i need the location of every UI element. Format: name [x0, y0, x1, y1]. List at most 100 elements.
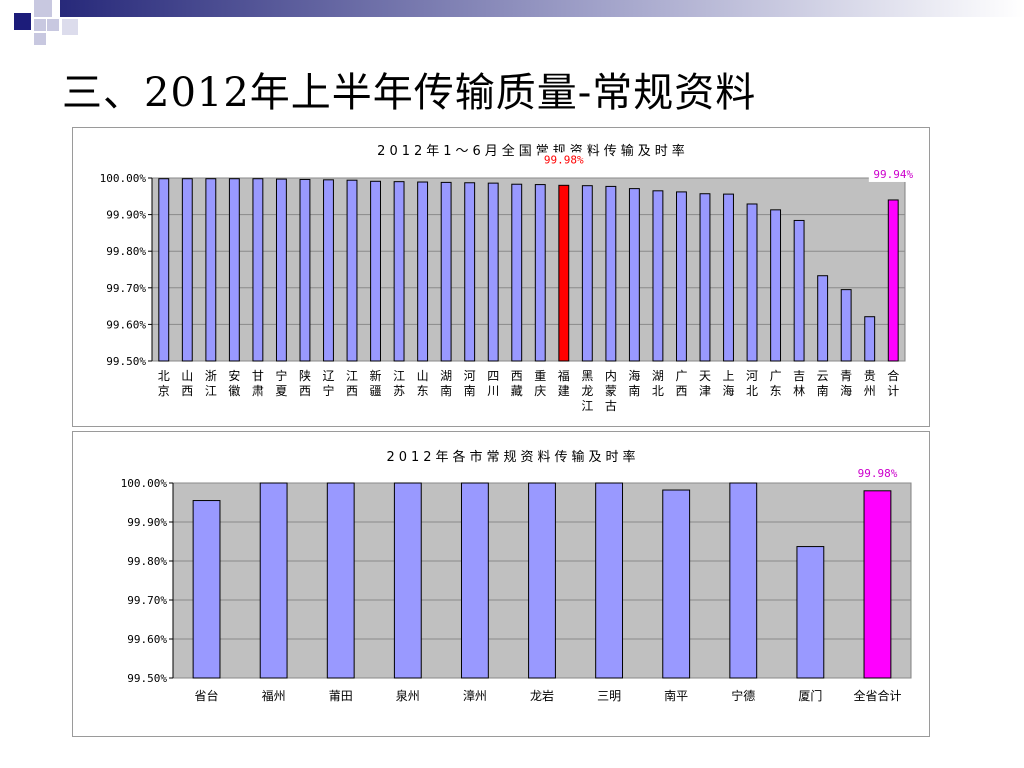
bar-浙江	[205, 178, 217, 362]
bar-宁夏	[275, 178, 287, 362]
chart-title: 2012年各市常规资料传输及时率	[386, 449, 639, 465]
bar-广西	[676, 191, 687, 362]
x-tick-label: 三明	[597, 689, 621, 703]
bar-湖南	[440, 181, 452, 362]
y-tick-label: 99.70%	[106, 282, 146, 295]
y-tick-label: 99.90%	[106, 209, 146, 222]
x-tick-label: 漳州	[463, 688, 487, 703]
bar-福州	[259, 482, 288, 679]
bar-海南	[628, 188, 640, 362]
x-tick-label: 上海	[723, 369, 735, 398]
x-tick-label: 浙江	[205, 369, 217, 398]
x-tick-label: 河南	[464, 369, 476, 398]
chart-title: 2012年1～6月全国常规资料传输及时率	[377, 143, 689, 159]
x-tick-label: 山西	[181, 369, 193, 398]
x-tick-label: 泉州	[396, 689, 420, 703]
bar-云南	[817, 275, 829, 362]
bar-陕西	[299, 178, 311, 362]
x-tick-label: 广西	[675, 369, 687, 398]
y-tick-label: 99.80%	[106, 245, 146, 258]
x-tick-label: 云南	[817, 369, 829, 398]
x-tick-label: 宁夏	[275, 368, 287, 398]
header-decoration	[0, 0, 1024, 45]
data-label: 99.98%	[544, 153, 584, 166]
x-tick-label: 广东	[770, 369, 782, 398]
y-tick-label: 99.60%	[127, 633, 167, 646]
x-tick-label: 厦门	[798, 688, 822, 703]
bar-合计	[887, 199, 899, 362]
bar-甘肃	[252, 178, 264, 362]
x-tick-label: 河北	[746, 369, 758, 398]
plot-area	[151, 177, 906, 362]
bar-西藏	[511, 183, 523, 362]
corner-square	[34, 19, 46, 31]
bar-江西	[346, 179, 358, 362]
x-tick-label: 黑龙江	[581, 369, 593, 413]
bar-广东	[770, 209, 782, 362]
bar-贵州	[864, 316, 876, 362]
x-tick-label: 省台	[195, 688, 219, 703]
bar-厦门	[796, 546, 825, 679]
x-tick-label: 新疆	[370, 368, 382, 398]
bar-北京	[158, 178, 170, 362]
x-tick-label: 山东	[417, 369, 429, 398]
bar-辽宁	[323, 179, 334, 362]
bar-新疆	[370, 180, 381, 362]
x-tick-label: 内蒙古	[605, 369, 617, 413]
bar-上海	[723, 193, 734, 362]
x-tick-label: 宁德	[731, 688, 755, 703]
x-tick-label: 江苏	[393, 369, 405, 398]
y-tick-label: 99.70%	[127, 594, 167, 607]
bar-吉林	[793, 219, 805, 362]
bar-全省合计	[863, 490, 892, 679]
bar-福建	[558, 184, 570, 362]
bar-安徽	[228, 178, 240, 362]
bar-山东	[417, 181, 429, 362]
x-tick-label: 福建	[558, 368, 570, 398]
bar-湖北	[652, 190, 664, 362]
bar-河南	[464, 182, 476, 362]
x-tick-label: 安徽	[228, 368, 240, 398]
x-tick-label: 青海	[840, 369, 852, 398]
bar-青海	[840, 289, 852, 362]
x-tick-label: 南平	[664, 688, 688, 703]
x-tick-label: 江西	[346, 369, 358, 398]
y-tick-label: 99.50%	[127, 672, 167, 685]
x-tick-label: 合计	[887, 368, 899, 398]
y-tick-label: 100.00%	[100, 172, 147, 185]
x-tick-label: 北京	[158, 369, 170, 398]
corner-square	[47, 19, 59, 31]
corner-square	[62, 19, 78, 35]
bar-漳州	[460, 482, 489, 679]
national-chart: 2012年1～6月全国常规资料传输及时率 100.00% 99.90% 99.80% 9…	[72, 127, 930, 427]
city-chart-svg: 2012年各市常规资料传输及时率 100.00% 99.90% 99.80% 99.70…	[121, 449, 912, 703]
x-tick-label: 辽宁	[322, 369, 334, 398]
bar-河北	[746, 203, 758, 362]
header-gradient-band	[60, 0, 1024, 17]
data-label-bg	[539, 152, 589, 168]
slide-title: 三、2012年上半年传输质量-常规资料	[62, 70, 757, 116]
y-tick-label: 99.60%	[106, 318, 146, 331]
corner-square	[34, 33, 46, 45]
x-tick-label: 贵州	[864, 369, 876, 398]
city-chart: 2012年各市常规资料传输及时率 100.00% 99.90% 99.80% 99.70…	[72, 431, 930, 737]
bar-省台	[192, 500, 221, 679]
x-tick-label: 福州	[262, 688, 286, 703]
x-tick-label: 甘肃	[252, 369, 264, 398]
y-tick-label: 99.50%	[106, 355, 146, 368]
bar-泉州	[393, 482, 422, 679]
bar-宁德	[729, 482, 758, 679]
x-tick-label: 陕西	[299, 368, 311, 398]
x-tick-label: 全省合计	[853, 688, 901, 703]
corner-square	[14, 13, 31, 30]
data-label-bg	[853, 465, 902, 481]
x-tick-label: 海南	[628, 368, 640, 398]
bar-三明	[595, 482, 624, 679]
bar-黑龙江	[581, 185, 593, 362]
bar-莆田	[326, 482, 355, 679]
x-tick-label: 西藏	[511, 369, 523, 398]
bar-重庆	[534, 184, 546, 362]
bar-龙岩	[528, 482, 556, 679]
x-tick-label: 吉林	[793, 369, 805, 398]
x-tick-label: 莆田	[329, 689, 353, 703]
